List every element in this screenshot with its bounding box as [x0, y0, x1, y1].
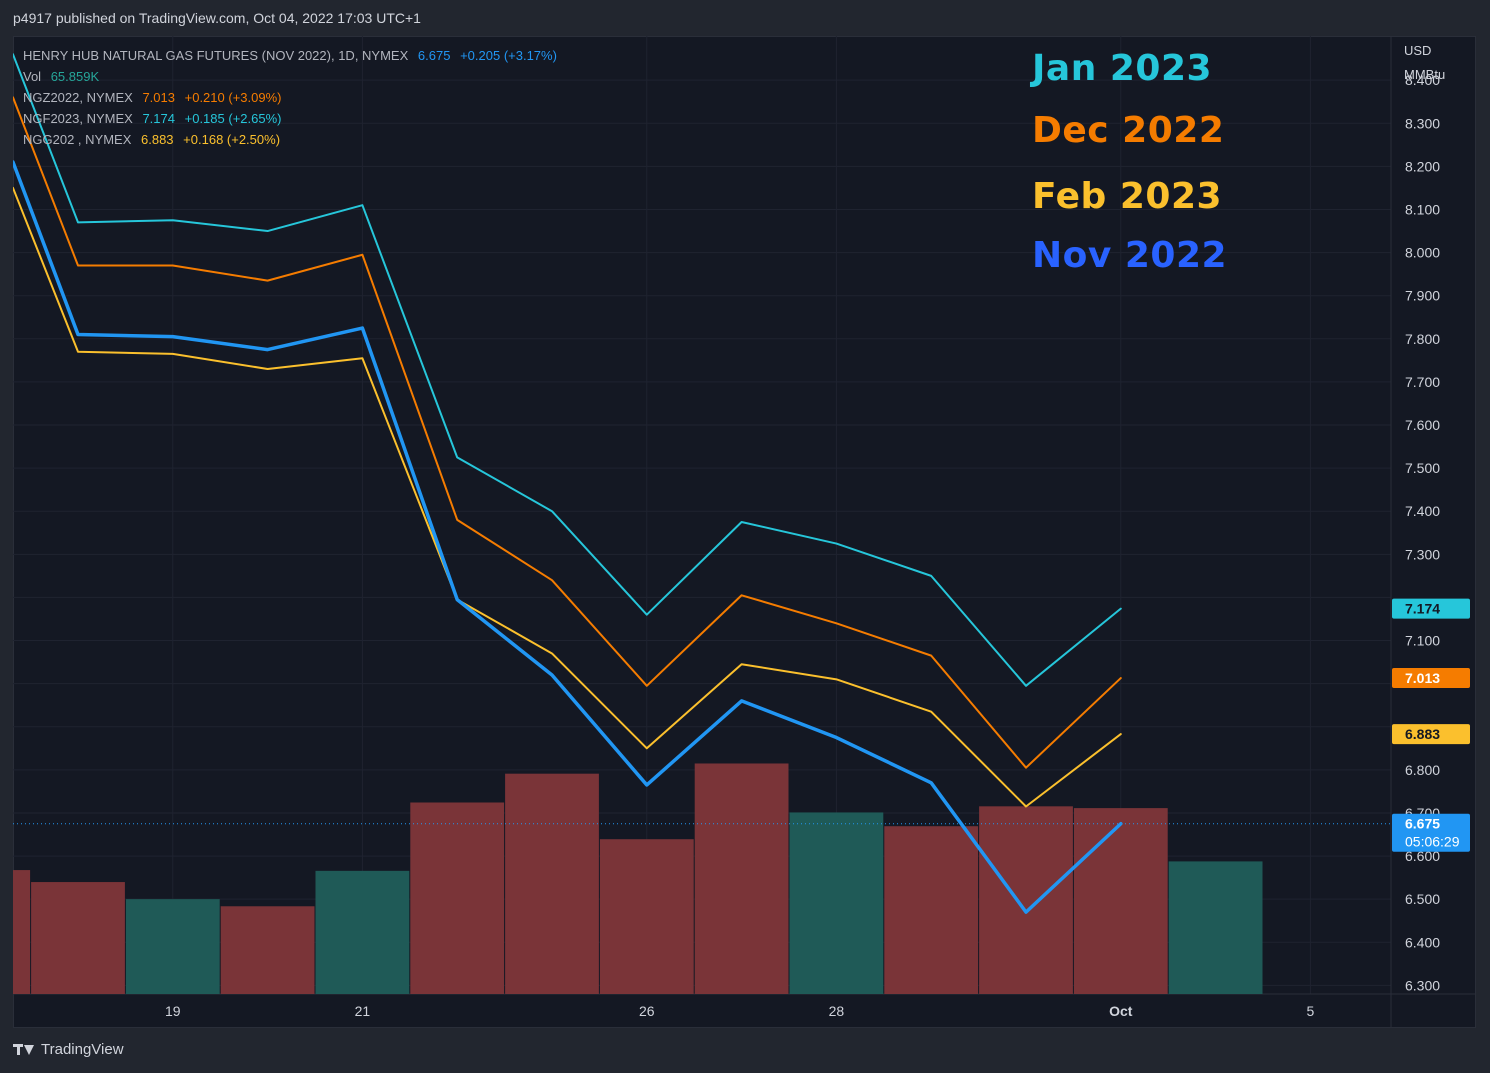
- y-tick-label: 6.400: [1405, 934, 1440, 950]
- volume-bar-last: [1168, 861, 1263, 994]
- volume-bar: [979, 806, 1073, 994]
- legend-jan-name: NGF2023, NYMEX: [23, 111, 133, 126]
- volume-bar: [220, 906, 315, 994]
- price-tag-label: 7.013: [1405, 670, 1440, 686]
- legend-dec-change: +0.210 (+3.09%): [184, 90, 282, 105]
- price-tag-label: 6.883: [1405, 726, 1440, 742]
- volume-bar: [125, 899, 220, 994]
- axis-unit: MMBtu: [1404, 67, 1446, 82]
- legend-main[interactable]: HENRY HUB NATURAL GAS FUTURES (NOV 2022)…: [23, 45, 557, 66]
- y-tick-label: 8.000: [1405, 245, 1440, 261]
- y-tick-label: 7.800: [1405, 331, 1440, 347]
- y-tick-label: 7.600: [1405, 417, 1440, 433]
- x-tick-label: 26: [639, 1003, 655, 1019]
- volume-bar: [789, 812, 884, 994]
- y-tick-label: 8.200: [1405, 158, 1440, 174]
- legend-feb-change: +0.168 (+2.50%): [183, 132, 281, 147]
- brand-name: TradingView: [41, 1041, 124, 1058]
- volume-bar: [13, 870, 31, 994]
- y-tick-label: 7.300: [1405, 546, 1440, 562]
- price-lines: [13, 53, 1391, 914]
- x-tick-label: 28: [829, 1003, 845, 1019]
- y-tick-label: 6.800: [1405, 762, 1440, 778]
- y-tick-label: 6.600: [1405, 848, 1440, 864]
- volume-bars: [13, 763, 1263, 994]
- tradingview-brand[interactable]: TradingView: [13, 1041, 124, 1058]
- volume-bar: [694, 763, 789, 994]
- legend: HENRY HUB NATURAL GAS FUTURES (NOV 2022)…: [23, 45, 557, 150]
- y-tick-label: 8.300: [1405, 115, 1440, 131]
- y-tick-label: 6.300: [1405, 977, 1440, 993]
- y-tick-label: 7.500: [1405, 460, 1440, 476]
- volume-bar: [315, 870, 410, 994]
- volume-bar: [410, 802, 505, 994]
- tradingview-logo-icon: [13, 1043, 37, 1057]
- series-line-jan-2023: [13, 53, 1122, 687]
- volume-bar: [505, 773, 599, 994]
- y-tick-label: 7.700: [1405, 374, 1440, 390]
- price-tag-label: 6.675: [1405, 816, 1440, 832]
- price-tag: [1392, 598, 1470, 619]
- y-tick-label: 7.100: [1405, 633, 1440, 649]
- legend-dec-name: NGZ2022, NYMEX: [23, 90, 133, 105]
- x-tick-label: 19: [165, 1003, 181, 1019]
- annotation-jan-2023: Jan 2023: [1032, 48, 1213, 89]
- time-axis: 19 21 26 28 Oct 5: [165, 1003, 1314, 1019]
- series-line-nov-2022: [13, 160, 1123, 914]
- legend-main-value: 6.675: [417, 48, 451, 63]
- annotation-nov-2022: Nov 2022: [1032, 235, 1228, 276]
- volume-bar: [1073, 808, 1168, 994]
- series-line-dec-2022: [13, 96, 1122, 769]
- price-tag-label: 7.174: [1405, 601, 1440, 617]
- price-tag: [1392, 668, 1470, 689]
- y-tick-label: 7.900: [1405, 288, 1440, 304]
- y-tick-label: 7.400: [1405, 503, 1440, 519]
- axis-currency: USD: [1404, 43, 1432, 58]
- x-tick-label: 21: [355, 1003, 371, 1019]
- legend-feb-value: 6.883: [141, 132, 174, 147]
- legend-jan-change: +0.185 (+2.65%): [184, 111, 282, 126]
- legend-vol-value: 65.859K: [50, 69, 100, 84]
- legend-dec-value: 7.013: [142, 90, 175, 105]
- price-chart[interactable]: 6.3006.4006.5006.6006.7006.8007.1007.300…: [13, 36, 1476, 1028]
- legend-dec[interactable]: NGZ2022, NYMEX 7.013 +0.210 (+3.09%): [23, 87, 557, 108]
- volume-bar: [884, 826, 979, 994]
- legend-feb[interactable]: NGG202 , NYMEX 6.883 +0.168 (+2.50%): [23, 129, 557, 150]
- y-tick-label: 6.500: [1405, 891, 1440, 907]
- price-tag-countdown: 05:06:29: [1405, 834, 1460, 850]
- price-tag: [1392, 813, 1470, 852]
- legend-jan[interactable]: NGF2023, NYMEX 7.174 +0.185 (+2.65%): [23, 108, 557, 129]
- legend-vol[interactable]: Vol 65.859K: [23, 66, 557, 87]
- annotation-dec-2022: Dec 2022: [1032, 110, 1225, 151]
- x-tick-label: 5: [1307, 1003, 1315, 1019]
- legend-jan-value: 7.174: [142, 111, 175, 126]
- y-tick-label: 8.100: [1405, 201, 1440, 217]
- x-tick-label: Oct: [1109, 1003, 1133, 1019]
- price-axis: 6.3006.4006.5006.6006.7006.8007.1007.300…: [1405, 72, 1440, 993]
- y-tick-label: 8.400: [1405, 72, 1440, 88]
- volume-bar: [599, 839, 694, 994]
- series-line-feb-2023: [13, 186, 1122, 808]
- published-caption: p4917 published on TradingView.com, Oct …: [13, 10, 421, 26]
- price-tag: [1392, 724, 1470, 745]
- last-price-tags: 7.174 7.013 6.883 6.675 05:06:29: [1392, 598, 1470, 852]
- annotation-feb-2023: Feb 2023: [1032, 176, 1223, 217]
- legend-feb-name: NGG202 , NYMEX: [23, 132, 132, 147]
- legend-main-change: +0.205 (+3.17%): [460, 48, 557, 63]
- legend-main-name: HENRY HUB NATURAL GAS FUTURES (NOV 2022)…: [23, 48, 409, 63]
- volume-bar: [31, 882, 125, 994]
- legend-vol-name: Vol: [23, 69, 42, 84]
